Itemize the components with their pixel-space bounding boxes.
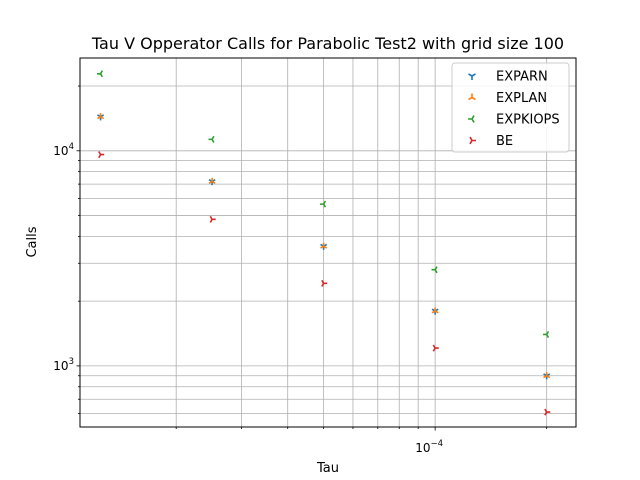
- data-point: [468, 93, 476, 101]
- data-point: [431, 307, 439, 314]
- data-point: [321, 279, 328, 287]
- data-point: [543, 372, 551, 379]
- legend-label: EXPARN: [496, 70, 548, 85]
- plot-marks: [96, 70, 551, 416]
- series-be: [98, 151, 551, 416]
- legend-label: EXPKIOPS: [496, 113, 560, 128]
- data-point: [431, 266, 438, 274]
- legend-label: EXPLAN: [496, 91, 547, 106]
- data-point: [98, 151, 105, 159]
- legend-label: BE: [496, 134, 513, 149]
- data-point: [469, 136, 476, 145]
- legend-item: EXPLAN: [468, 91, 547, 106]
- chart-title: Tau V Opperator Calls for Parabolic Test…: [91, 34, 564, 53]
- tick-label: 10−4: [415, 439, 443, 455]
- legend: EXPARN EXPLAN EXPKIOPS BE: [451, 62, 570, 153]
- legend-item: BE: [469, 134, 513, 149]
- series-explan: [97, 113, 551, 379]
- data-point: [209, 215, 216, 223]
- plot-frame: [79, 57, 577, 428]
- data-point: [96, 70, 104, 78]
- data-point: [97, 113, 105, 120]
- data-point: [432, 344, 439, 352]
- x-axis-label: Tau: [316, 461, 339, 476]
- legend-item: EXPARN: [468, 70, 548, 85]
- data-point: [208, 177, 216, 184]
- y-axis-label: Calls: [25, 226, 40, 257]
- data-point: [468, 115, 475, 123]
- data-point: [468, 73, 476, 80]
- tick-label: 103: [53, 357, 74, 373]
- data-point: [320, 242, 328, 249]
- legend-box: [451, 62, 570, 153]
- data-point: [544, 408, 551, 416]
- tick-label: 104: [53, 142, 74, 158]
- grid: [80, 58, 576, 427]
- data-point: [543, 330, 550, 338]
- legend-item: EXPKIOPS: [468, 113, 560, 128]
- data-point: [320, 200, 327, 208]
- data-point: [208, 135, 215, 143]
- series-expkiops: [96, 70, 550, 338]
